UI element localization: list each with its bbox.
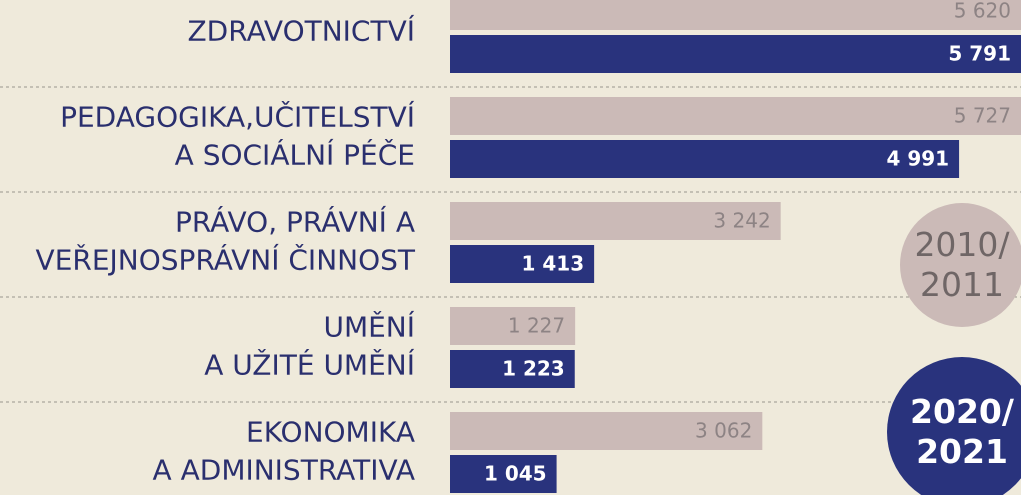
bar xyxy=(450,35,1021,73)
category-label: A UŽITÉ UMĚNÍ xyxy=(204,348,415,382)
value-label: 4 991 xyxy=(886,147,949,171)
bar xyxy=(450,412,763,450)
category-label: A SOCIÁLNÍ PÉČE xyxy=(175,138,415,172)
legend-label: 2010/2011 xyxy=(914,225,1010,304)
bar xyxy=(450,0,1021,30)
value-label: 3 242 xyxy=(713,209,770,233)
bar xyxy=(450,202,781,240)
bar xyxy=(450,455,557,493)
category-label: UMĚNÍ xyxy=(323,310,415,344)
category-label: ZDRAVOTNICTVÍ xyxy=(188,14,416,48)
bar xyxy=(450,245,595,283)
category-label: PRÁVO, PRÁVNÍ A xyxy=(175,205,415,239)
bar xyxy=(450,97,1021,135)
bar xyxy=(450,350,575,388)
value-label: 1 045 xyxy=(484,462,547,486)
category-label: PEDAGOGIKA,UČITELSTVÍ xyxy=(60,100,415,134)
legend-label: 2020/2021 xyxy=(910,392,1014,471)
value-label: 5 620 xyxy=(954,0,1011,23)
value-label: 1 413 xyxy=(521,252,584,276)
value-label: 1 227 xyxy=(508,314,565,338)
bar xyxy=(450,307,576,345)
legend-marker xyxy=(887,357,1021,495)
bar xyxy=(450,140,960,178)
category-label: A ADMINISTRATIVA xyxy=(153,454,415,487)
value-label: 5 791 xyxy=(948,42,1011,66)
value-label: 1 223 xyxy=(502,357,565,381)
legend-marker xyxy=(900,203,1021,327)
value-label: 5 727 xyxy=(954,104,1011,128)
category-label: VEŘEJNOSPRÁVNÍ ČINNOST xyxy=(36,243,416,277)
value-label: 3 062 xyxy=(695,419,752,443)
category-label: EKONOMIKA xyxy=(246,416,415,449)
